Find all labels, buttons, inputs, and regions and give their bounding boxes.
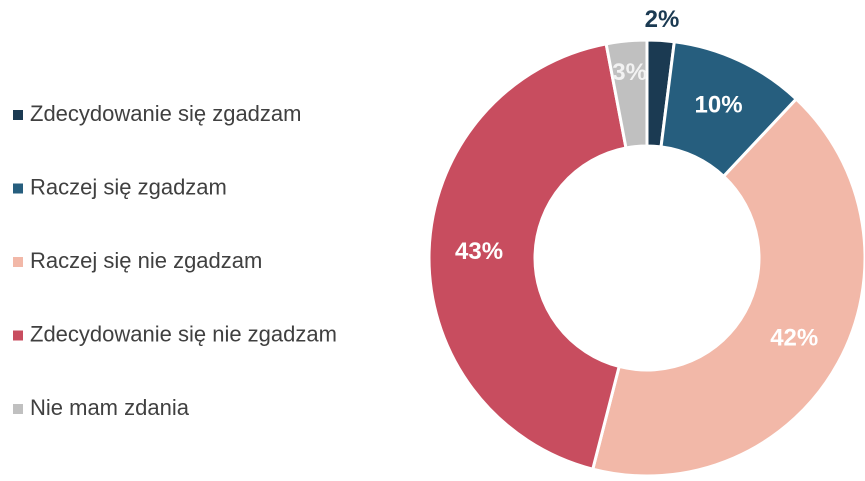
legend-text: Zdecydowanie się nie zgadzam [30, 321, 337, 346]
legend-text: Raczej się zgadzam [30, 174, 227, 199]
legend-swatch [13, 330, 23, 341]
slice-label: 3% [612, 59, 647, 86]
slice-label: 43% [455, 238, 503, 265]
legend-text: Raczej się nie zgadzam [30, 248, 262, 273]
slice-label: 42% [770, 324, 818, 351]
slice-label: 2% [645, 6, 680, 33]
legend-swatch [13, 257, 23, 267]
slice-label: 10% [695, 91, 743, 118]
donut-slice [427, 42, 628, 471]
donut-slice [604, 38, 649, 150]
legend-swatch [13, 183, 23, 194]
legend-swatch [13, 110, 23, 120]
legend-text: Nie mam zdania [30, 395, 190, 420]
legend-text: Zdecydowanie się zgadzam [30, 101, 301, 126]
legend-swatch [13, 404, 23, 414]
